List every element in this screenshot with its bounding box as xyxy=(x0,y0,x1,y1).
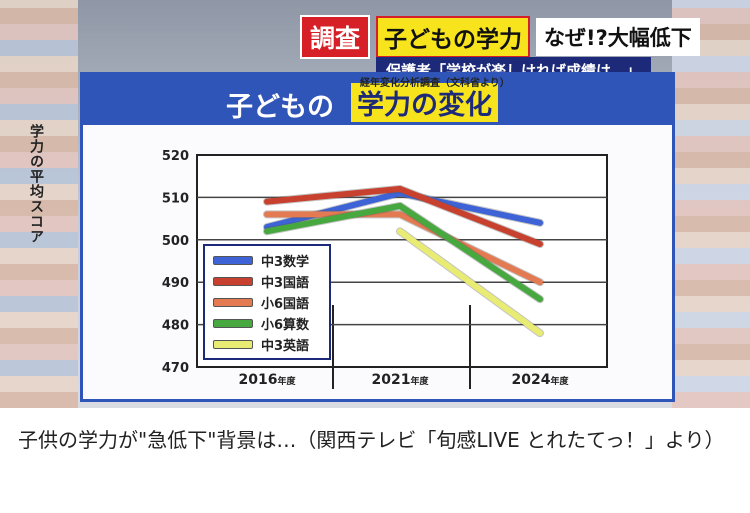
tv-screenshot: 調査 子どもの学力 なぜ!?大幅低下 保護者「学校が楽しければ成績は…」 子ども… xyxy=(0,0,750,408)
banner-headline: なぜ!?大幅低下 xyxy=(536,18,700,56)
y-tick-label: 510 xyxy=(162,191,189,206)
legend-swatch xyxy=(213,340,253,349)
legend-swatch xyxy=(213,298,253,307)
legend-item: 小6国語 xyxy=(213,292,321,313)
board-title-plain: 子どもの xyxy=(226,92,334,123)
legend-item: 中3英語 xyxy=(213,334,321,355)
legend-label: 中3英語 xyxy=(261,339,310,354)
banner-highlight: 子どもの学力 xyxy=(376,16,531,58)
studio-backdrop-right xyxy=(672,0,750,408)
board-title-highlight: 学力の変化 xyxy=(351,83,498,122)
legend-label: 小6算数 xyxy=(261,318,310,333)
legend-swatch xyxy=(213,256,253,265)
news-banner: 調査 子どもの学力 なぜ!?大幅低下 xyxy=(300,15,700,59)
y-tick-label: 490 xyxy=(162,276,189,291)
chart-legend: 中3数学中3国語小6国語小6算数中3英語 xyxy=(203,244,331,360)
photo-caption: 子供の学力が"急低下"背景は…（関西テレビ「旬感LIVE とれたてっ！」より） xyxy=(18,428,725,452)
y-tick-label: 470 xyxy=(162,361,189,376)
legend-swatch xyxy=(213,277,253,286)
legend-swatch xyxy=(213,319,253,328)
legend-item: 中3国語 xyxy=(213,271,321,292)
board-header: 子どもの 学力の変化 xyxy=(83,75,672,125)
series-line-5 xyxy=(397,228,543,337)
series-line-3 xyxy=(264,211,543,286)
x-tick-label: 2016年度 xyxy=(239,372,297,388)
y-axis-label: 学力の平均スコア xyxy=(28,124,44,244)
x-tick-label: 2024年度 xyxy=(512,372,570,388)
legend-item: 中3数学 xyxy=(213,250,321,271)
y-tick-label: 500 xyxy=(162,234,189,249)
studio-backdrop-left xyxy=(0,0,78,408)
legend-label: 中3国語 xyxy=(261,276,310,291)
y-tick-label: 520 xyxy=(162,149,189,164)
line-chart: 470 480 490 500 510 520 2016年度 2021年度 2024年度 xyxy=(162,149,608,389)
legend-label: 中3数学 xyxy=(261,255,310,270)
source-note: 経年変化分析調査（文科省より） xyxy=(360,78,510,89)
legend-item: 小6算数 xyxy=(213,313,321,334)
y-tick-label: 480 xyxy=(162,319,189,334)
series-line-2 xyxy=(264,185,543,248)
series-line-4 xyxy=(264,202,543,303)
legend-label: 小6国語 xyxy=(261,297,310,312)
banner-tag: 調査 xyxy=(300,15,371,59)
x-tick-label: 2021年度 xyxy=(372,372,430,388)
